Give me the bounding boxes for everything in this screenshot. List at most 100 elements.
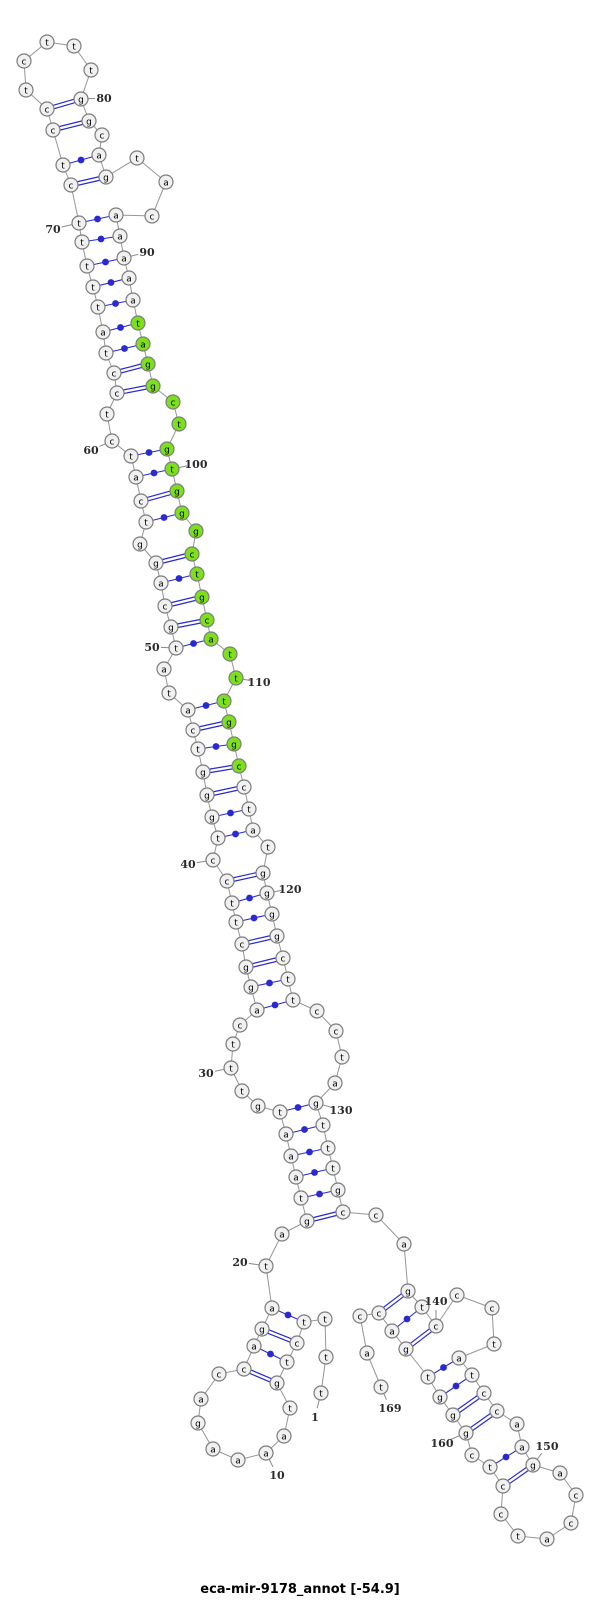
- nucleotide-83-a: [91, 147, 107, 163]
- nucleotide-letter-125: t: [291, 996, 295, 1006]
- nucleotide-143-t: [486, 1336, 502, 1352]
- nucleotide-letter-111: t: [222, 697, 226, 707]
- nucleotide-letter-115: c: [242, 783, 247, 793]
- nucleotide-64-t: [98, 345, 114, 361]
- bond-dot: [452, 1382, 460, 1390]
- nucleotide-18-g: [254, 1321, 270, 1337]
- bond-dot: [271, 1001, 279, 1009]
- nucleotide-149-a: [514, 1439, 530, 1455]
- bond-dot: [190, 640, 197, 647]
- nucleotide-letter-43: g: [204, 791, 210, 801]
- nucleotide-146-c: [476, 1385, 492, 1401]
- nucleotide-155-t: [510, 1528, 526, 1544]
- nucleotide-10-a: [258, 1445, 274, 1461]
- nucleotide-letter-55: g: [137, 540, 143, 550]
- nucleotide-157-c: [495, 1478, 511, 1494]
- nucleotide-letter-80: g: [78, 95, 84, 105]
- nucleotide-letter-37: t: [234, 918, 238, 928]
- nucleotide-letter-6: t: [285, 1358, 289, 1368]
- nucleotide-letter-11: a: [235, 1456, 241, 1466]
- nucleotide-letter-130: g: [313, 1099, 319, 1109]
- nucleotide-letter-54: g: [153, 559, 159, 569]
- nucleotide-letter-21: a: [279, 1230, 285, 1240]
- nucleotide-110-t: [228, 670, 244, 686]
- nucleotide-161-g: [445, 1407, 461, 1423]
- nucleotide-56-t: [138, 514, 154, 530]
- nucleotide-letter-126: c: [315, 1007, 320, 1017]
- nucleotide-91-a: [121, 270, 137, 286]
- nucleotide-124-t: [280, 971, 296, 987]
- nucleotide-letter-42: g: [209, 813, 215, 823]
- nucleotide-156-c: [493, 1506, 509, 1522]
- nucleotide-75-t: [18, 82, 34, 98]
- nucleotide-letter-25: a: [288, 1152, 294, 1162]
- nucleotide-letter-36: c: [240, 940, 245, 950]
- nucleotide-100-t: [164, 461, 180, 477]
- nucleotide-letter-60: c: [110, 437, 115, 447]
- nucleotide-letter-167: c: [358, 1312, 363, 1322]
- nucleotide-57-c: [133, 493, 149, 509]
- position-label-120: 120: [279, 883, 302, 896]
- bond-dot: [175, 575, 183, 582]
- nucleotide-letter-85: t: [135, 154, 139, 164]
- nucleotide-4-t: [296, 1314, 312, 1330]
- nucleotide-67-t: [85, 279, 101, 295]
- nucleotide-letter-117: a: [250, 826, 256, 836]
- nucleotide-30-t: [223, 1060, 239, 1076]
- nucleotide-81-g: [81, 113, 97, 129]
- nucleotide-letter-120: g: [264, 889, 270, 899]
- nucleotide-165-a: [384, 1323, 400, 1339]
- nucleotide-33-a: [249, 1002, 265, 1018]
- nucleotide-letter-145: t: [470, 1371, 474, 1381]
- nucleotide-53-a: [153, 575, 169, 591]
- nucleotide-121-g: [264, 906, 280, 922]
- nucleotide-letter-75: t: [24, 86, 28, 96]
- nucleotide-84-g: [98, 169, 114, 185]
- structure-caption: eca-mir-9178_annot [-54.9]: [200, 1582, 400, 1597]
- nucleotide-2-t: [318, 1349, 334, 1365]
- nucleotide-letter-59: t: [129, 452, 133, 462]
- nucleotide-letter-121: g: [269, 910, 275, 920]
- nucleotide-letter-104: c: [190, 550, 195, 560]
- nucleotide-139-t: [414, 1299, 430, 1315]
- nucleotide-116-t: [241, 801, 257, 817]
- nucleotide-letter-71: c: [69, 181, 74, 191]
- position-label-70: 70: [45, 223, 61, 236]
- nucleotide-40-c: [205, 852, 221, 868]
- bond-dot: [232, 830, 239, 838]
- nucleotide-36-c: [234, 936, 250, 952]
- nucleotide-letter-50: t: [174, 644, 178, 654]
- nucleotide-letter-161: g: [450, 1411, 456, 1421]
- nucleotide-letter-8: t: [288, 1404, 292, 1414]
- nucleotide-letter-40: c: [211, 856, 216, 866]
- nucleotide-letter-156: c: [499, 1510, 504, 1520]
- nucleotide-letter-1: t: [319, 1389, 323, 1399]
- nucleotide-23-t: [293, 1190, 309, 1206]
- nucleotide-letter-146: c: [482, 1389, 487, 1399]
- nucleotide-135-c: [335, 1204, 351, 1220]
- nucleotide-70-t: [71, 215, 87, 231]
- nucleotide-41-t: [210, 830, 226, 846]
- nucleotide-159-c: [464, 1447, 480, 1463]
- position-label-150: 150: [536, 1440, 559, 1453]
- nucleotide-letter-158: t: [488, 1463, 492, 1473]
- nucleotide-93-t: [130, 315, 146, 331]
- nucleotide-63-c: [106, 365, 122, 381]
- bond-dot: [311, 1169, 318, 1176]
- nucleotide-52-c: [157, 598, 173, 614]
- bond-dot: [267, 1350, 274, 1358]
- nucleotide-101-g: [169, 483, 185, 499]
- nucleotide-letter-150: g: [530, 1461, 536, 1471]
- bond-dot: [112, 300, 119, 307]
- nucleotide-150-g: [525, 1457, 541, 1473]
- nucleotide-28-g: [250, 1098, 266, 1114]
- nucleotide-letter-151: a: [557, 1469, 563, 1479]
- nucleotide-147-c: [489, 1403, 505, 1419]
- nucleotide-125-t: [285, 992, 301, 1008]
- nucleotide-letter-147: c: [495, 1407, 500, 1417]
- nucleotide-90-a: [116, 250, 132, 266]
- nucleotide-25-a: [283, 1148, 299, 1164]
- bond-dot: [77, 156, 85, 164]
- nucleotide-134-g: [330, 1182, 346, 1198]
